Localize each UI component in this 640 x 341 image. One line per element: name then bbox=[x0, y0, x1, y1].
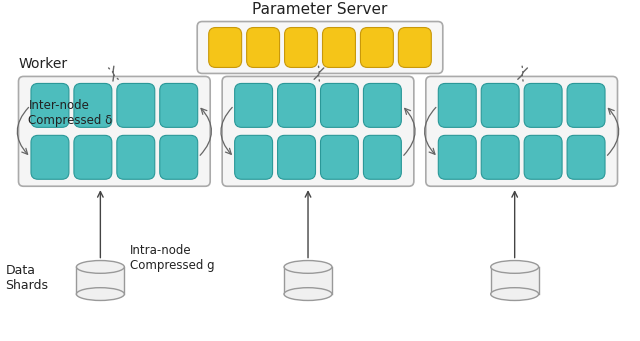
FancyBboxPatch shape bbox=[278, 84, 316, 127]
FancyBboxPatch shape bbox=[567, 84, 605, 127]
FancyBboxPatch shape bbox=[117, 84, 155, 127]
Ellipse shape bbox=[76, 261, 124, 273]
Ellipse shape bbox=[76, 288, 124, 300]
FancyBboxPatch shape bbox=[197, 21, 443, 73]
FancyBboxPatch shape bbox=[323, 28, 355, 68]
FancyBboxPatch shape bbox=[481, 84, 519, 127]
Ellipse shape bbox=[491, 261, 539, 273]
FancyBboxPatch shape bbox=[524, 135, 562, 179]
Bar bbox=[284, 267, 332, 294]
FancyBboxPatch shape bbox=[360, 28, 394, 68]
FancyBboxPatch shape bbox=[398, 28, 431, 68]
FancyBboxPatch shape bbox=[278, 135, 316, 179]
FancyBboxPatch shape bbox=[31, 84, 69, 127]
FancyBboxPatch shape bbox=[285, 28, 317, 68]
FancyBboxPatch shape bbox=[481, 135, 519, 179]
FancyBboxPatch shape bbox=[160, 135, 198, 179]
FancyBboxPatch shape bbox=[74, 84, 112, 127]
Bar bbox=[491, 267, 539, 294]
FancyBboxPatch shape bbox=[31, 135, 69, 179]
Ellipse shape bbox=[284, 261, 332, 273]
FancyBboxPatch shape bbox=[426, 76, 618, 186]
Text: Inter-node
Compressed δ: Inter-node Compressed δ bbox=[29, 99, 113, 128]
FancyBboxPatch shape bbox=[74, 135, 112, 179]
FancyBboxPatch shape bbox=[209, 28, 242, 68]
FancyBboxPatch shape bbox=[321, 135, 358, 179]
FancyBboxPatch shape bbox=[321, 84, 358, 127]
FancyBboxPatch shape bbox=[235, 135, 273, 179]
FancyBboxPatch shape bbox=[117, 135, 155, 179]
FancyBboxPatch shape bbox=[364, 84, 401, 127]
FancyBboxPatch shape bbox=[246, 28, 280, 68]
FancyBboxPatch shape bbox=[567, 135, 605, 179]
FancyBboxPatch shape bbox=[524, 84, 562, 127]
Ellipse shape bbox=[284, 288, 332, 300]
Text: Parameter Server: Parameter Server bbox=[252, 2, 388, 17]
Ellipse shape bbox=[491, 288, 539, 300]
Text: Worker: Worker bbox=[19, 58, 68, 72]
FancyBboxPatch shape bbox=[364, 135, 401, 179]
FancyBboxPatch shape bbox=[438, 135, 476, 179]
FancyBboxPatch shape bbox=[19, 76, 210, 186]
FancyBboxPatch shape bbox=[222, 76, 414, 186]
Bar bbox=[76, 267, 124, 294]
FancyBboxPatch shape bbox=[160, 84, 198, 127]
Text: Intra-node
Compressed g: Intra-node Compressed g bbox=[131, 244, 215, 272]
Text: Data
Shards: Data Shards bbox=[6, 264, 49, 292]
FancyBboxPatch shape bbox=[235, 84, 273, 127]
FancyBboxPatch shape bbox=[438, 84, 476, 127]
